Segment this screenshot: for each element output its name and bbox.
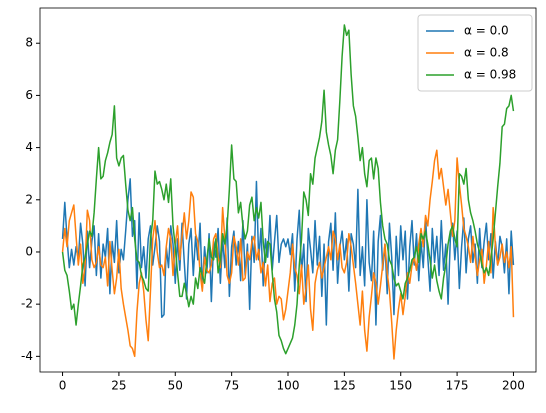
x-tick-label: 75 (224, 379, 239, 393)
legend-box (417, 14, 533, 92)
y-tick-label: 2 (25, 192, 33, 206)
x-tick-label: 150 (389, 379, 412, 393)
x-tick-label: 100 (277, 379, 300, 393)
series-line (61, 24, 515, 355)
y-tick-label: 0 (25, 244, 33, 258)
legend-label: α = 0.0 (464, 24, 509, 38)
y-tick-label: 4 (25, 140, 33, 154)
legend-label: α = 0.8 (464, 46, 509, 60)
x-tick-label: 0 (59, 379, 67, 393)
series-line (61, 178, 515, 326)
x-tick-label: 200 (502, 379, 525, 393)
series-line (61, 149, 515, 360)
x-tick-label: 125 (333, 379, 356, 393)
x-tick-label: 175 (446, 379, 469, 393)
y-tick-label: 6 (25, 88, 33, 102)
x-tick-label: 25 (111, 379, 126, 393)
y-tick-label: -4 (21, 349, 33, 363)
legend-label: α = 0.98 (464, 68, 516, 82)
plot-frame (39, 7, 537, 373)
y-tick-label: 8 (25, 36, 33, 50)
y-tick-label: -2 (21, 297, 33, 311)
x-tick-label: 50 (168, 379, 183, 393)
